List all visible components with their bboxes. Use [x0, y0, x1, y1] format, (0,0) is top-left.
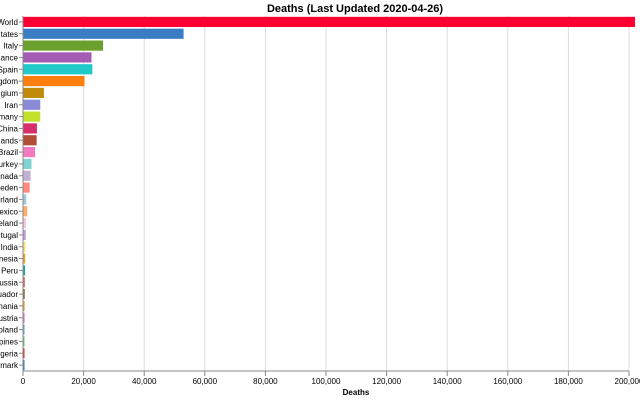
category-label: Peru	[1, 266, 18, 275]
bar	[23, 64, 93, 75]
x-tick-label: 40,000	[132, 377, 157, 386]
category-label: Iran	[4, 101, 18, 110]
category-label: geria	[0, 349, 18, 358]
category-label: mark	[0, 361, 19, 370]
category-label: many	[0, 113, 18, 122]
category-label: tugal	[1, 231, 19, 240]
x-axis: 0 20,000 40,000 60,000 80,000 100,000 120,000 1…	[21, 16, 640, 386]
category-label: gium	[1, 89, 19, 98]
bar	[23, 75, 85, 87]
bar	[23, 135, 37, 146]
x-tick-label: 200,000	[615, 377, 640, 386]
bar	[23, 312, 25, 323]
bar	[23, 194, 27, 205]
category-label: ustria	[0, 314, 19, 323]
bar	[23, 253, 26, 264]
bar	[23, 146, 36, 158]
category-label: India	[1, 243, 19, 252]
category-label: nesia	[0, 255, 19, 264]
category-label: oland	[0, 326, 18, 335]
category-label: tates	[1, 30, 18, 39]
category-label: ussia	[0, 278, 19, 287]
bar	[23, 348, 25, 359]
category-label: Spain	[0, 65, 18, 74]
bar	[23, 206, 28, 217]
x-tick-label: 140,000	[433, 377, 462, 386]
category-label: ance	[1, 53, 19, 62]
bar	[23, 123, 37, 134]
bar	[23, 336, 25, 347]
chart-title: Deaths (Last Updated 2020-04-26)	[266, 3, 444, 15]
bar	[23, 16, 636, 28]
bar	[23, 241, 26, 252]
category-labels: World tates Italy ance Spain gdom gium Iran many…	[0, 18, 23, 370]
x-tick-label: 0	[21, 377, 26, 386]
bar	[23, 288, 25, 300]
category-label: Brazil	[0, 148, 18, 157]
category-label: exico	[0, 207, 19, 216]
category-label: pines	[0, 337, 18, 346]
bar	[23, 87, 44, 99]
x-tick-label: 180,000	[554, 377, 583, 386]
category-label: ands	[1, 136, 18, 145]
category-label: gdom	[0, 77, 18, 86]
bar	[23, 28, 184, 39]
category-label: Italy	[3, 42, 18, 51]
bar	[23, 182, 30, 193]
bar	[23, 158, 32, 170]
x-tick-label: 100,000	[312, 377, 341, 386]
x-tick-label: 60,000	[193, 377, 218, 386]
category-label: China	[0, 124, 19, 133]
bar	[23, 229, 26, 241]
bar	[23, 300, 25, 312]
x-tick-label: 120,000	[372, 377, 401, 386]
bar	[23, 359, 25, 371]
x-tick-label: 20,000	[71, 377, 96, 386]
category-label: urkey	[0, 160, 18, 169]
category-label: rland	[0, 195, 18, 204]
category-label: eden	[0, 184, 18, 193]
bars	[23, 16, 636, 371]
bar	[23, 111, 41, 122]
x-axis-title: Deaths	[343, 388, 370, 397]
grid-lines	[22, 16, 630, 371]
bar	[23, 277, 25, 288]
bar	[23, 40, 103, 51]
category-label: uador	[0, 290, 18, 299]
category-label: eland	[0, 219, 18, 228]
x-tick-label: 160,000	[493, 377, 522, 386]
bar	[23, 324, 25, 335]
bar	[23, 170, 31, 181]
category-label: nania	[0, 302, 19, 311]
x-tick-label: 80,000	[253, 377, 278, 386]
category-label: nada	[0, 172, 18, 181]
bar	[23, 99, 41, 110]
category-label: World	[0, 18, 18, 27]
bar	[23, 217, 27, 229]
bar	[23, 265, 26, 276]
bar	[23, 52, 92, 63]
